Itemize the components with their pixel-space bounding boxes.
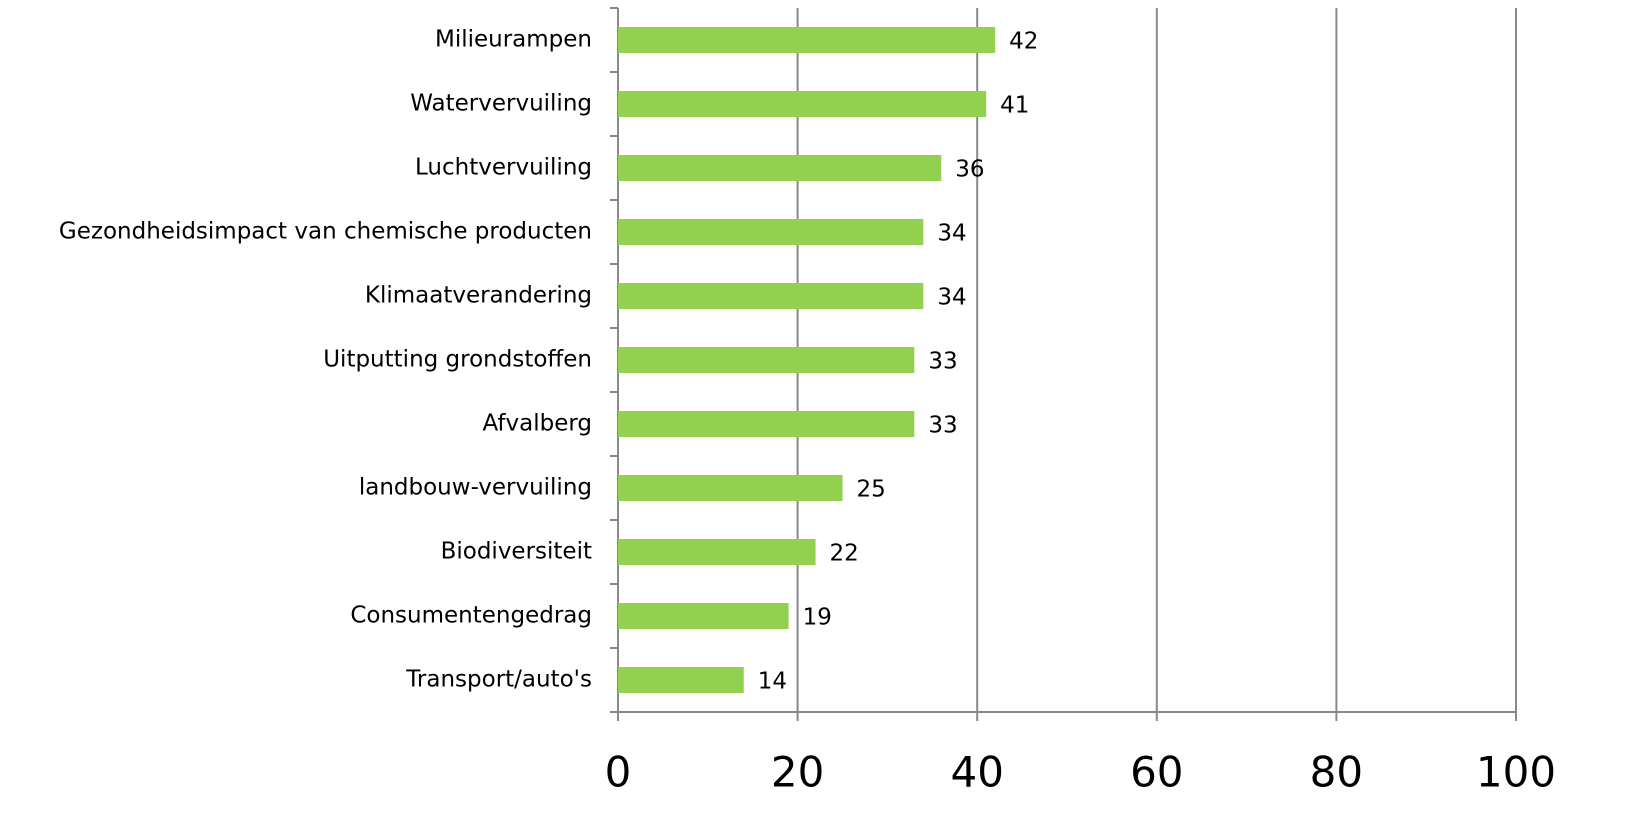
bar [618, 539, 816, 565]
category-label: Afvalberg [482, 411, 592, 437]
bar [618, 219, 924, 245]
category-label: Klimaatverandering [365, 283, 592, 309]
value-label: 36 [955, 157, 984, 183]
x-tick-label: 60 [1130, 748, 1183, 797]
value-label: 33 [928, 413, 957, 439]
category-label: Uitputting grondstoffen [323, 347, 592, 373]
category-label: Luchtvervuiling [415, 155, 592, 181]
bar [618, 155, 942, 181]
x-tick-label: 80 [1310, 748, 1363, 797]
category-label: Milieurampen [435, 27, 592, 53]
bar [618, 475, 843, 501]
value-label: 22 [830, 541, 859, 567]
value-label: 19 [803, 605, 832, 631]
bar [618, 91, 987, 117]
x-tick-label: 40 [950, 748, 1003, 797]
x-tick-label: 0 [605, 748, 632, 797]
bar [618, 347, 915, 373]
category-label: Consumentengedrag [350, 603, 592, 629]
x-tick-label: 20 [771, 748, 824, 797]
value-label: 25 [857, 477, 886, 503]
x-tick-label: 100 [1476, 748, 1556, 797]
value-label: 33 [928, 349, 957, 375]
bar [618, 283, 924, 309]
category-label: Gezondheidsimpact van chemische producte… [59, 219, 592, 245]
bar [618, 411, 915, 437]
value-label: 42 [1009, 29, 1038, 55]
value-label: 41 [1000, 93, 1029, 119]
value-label: 14 [758, 669, 787, 695]
category-label: Transport/auto's [405, 667, 592, 693]
category-label: landbouw-vervuiling [359, 475, 592, 501]
bar [618, 603, 789, 629]
value-label: 34 [937, 221, 966, 247]
category-label: Watervervuiling [410, 91, 592, 117]
value-label: 34 [937, 285, 966, 311]
category-label: Biodiversiteit [441, 539, 592, 565]
bar [618, 27, 996, 53]
bar [618, 667, 744, 693]
